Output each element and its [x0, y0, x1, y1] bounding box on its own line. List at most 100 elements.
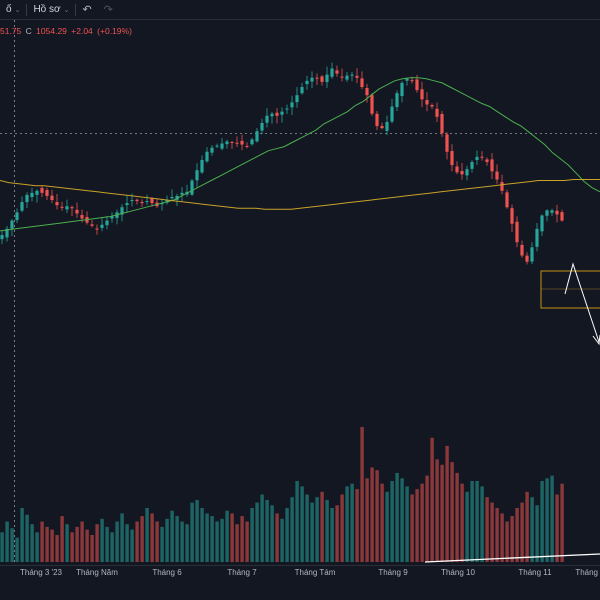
redo-icon: ↷	[103, 4, 113, 16]
candle	[365, 83, 369, 103]
volume-bar	[370, 467, 374, 562]
projection-arrow[interactable]	[564, 262, 600, 343]
volume-bar	[385, 491, 389, 562]
volume-bar	[175, 516, 179, 562]
volume-bar	[195, 499, 199, 562]
volume-bar	[355, 489, 359, 562]
candle	[395, 90, 399, 111]
volume-bar	[150, 513, 154, 562]
volume-bar	[40, 521, 44, 562]
volume-bar	[85, 529, 89, 562]
volume-bar	[410, 494, 414, 562]
volume-bar	[285, 508, 289, 562]
toolbar-divider	[75, 3, 77, 16]
candle	[115, 209, 119, 225]
candle	[55, 193, 59, 210]
volume-bar	[465, 491, 469, 562]
candle	[230, 140, 234, 149]
candle	[195, 163, 199, 188]
volume-bar	[225, 510, 229, 562]
volume-bar	[485, 497, 489, 562]
volume-bar	[65, 524, 69, 562]
indicators-menu[interactable]: ố ⌄	[0, 0, 26, 19]
volume-bar	[10, 528, 14, 562]
volume-bar	[435, 459, 439, 562]
volume-bar	[460, 483, 464, 562]
candle	[360, 71, 364, 90]
volume-bar	[20, 508, 24, 562]
profile-menu[interactable]: Hồ sơ ⌄	[27, 0, 75, 19]
candle	[300, 82, 304, 95]
volume-bar	[170, 510, 174, 562]
x-tick-label: Tháng Tám	[295, 568, 336, 577]
candle	[280, 107, 284, 123]
x-tick-label: Tháng 10	[441, 568, 475, 577]
candle	[420, 81, 424, 108]
candle	[185, 184, 189, 197]
volume-bar	[30, 524, 34, 562]
highlight-box-annotation[interactable]	[540, 270, 600, 309]
x-tick-label: Tháng 6	[152, 568, 182, 577]
candle	[520, 240, 524, 258]
candle	[100, 216, 104, 232]
undo-button[interactable]: ↶	[76, 0, 97, 19]
candle	[50, 189, 54, 204]
redo-button[interactable]: ↷	[98, 0, 119, 19]
profile-label: Hồ sơ	[33, 4, 61, 15]
candle	[555, 204, 559, 223]
candle	[465, 165, 469, 181]
candle	[190, 178, 194, 196]
volume-bar	[295, 481, 299, 562]
volume-bar	[530, 497, 534, 562]
candle	[210, 144, 214, 156]
time-axis: Tháng 3 '23 Tháng Năm Tháng 6 Tháng 7 Tháng …	[20, 568, 598, 577]
candle	[270, 111, 274, 124]
candle	[525, 252, 529, 265]
volume-bar	[260, 494, 264, 562]
volume-bar	[255, 502, 259, 562]
candle	[435, 102, 439, 123]
candle	[30, 187, 34, 202]
candle	[120, 204, 124, 222]
candle	[40, 186, 44, 198]
volume-bar	[100, 518, 104, 562]
candle	[220, 138, 224, 151]
volume-bar	[550, 475, 554, 562]
ohlc-legend: 51.75 C 1054.29 +2.04 (+0.19%)	[0, 26, 134, 36]
candle	[260, 118, 264, 135]
volume-bar	[425, 475, 429, 562]
volume-bar	[95, 524, 99, 562]
projection-arrow-head	[592, 334, 600, 346]
volume-bar	[520, 502, 524, 562]
candle	[385, 115, 389, 136]
candle	[335, 65, 339, 77]
candle	[215, 143, 219, 149]
volume-bar	[415, 489, 419, 562]
candle	[455, 161, 459, 175]
volume-bar	[470, 481, 474, 562]
trend-line[interactable]	[424, 553, 600, 563]
candle	[375, 110, 379, 130]
volume-bar	[480, 486, 484, 562]
volume-bar	[270, 505, 274, 562]
volume-bar	[235, 524, 239, 562]
candle	[390, 99, 394, 124]
chevron-down-icon: ⌄	[63, 6, 70, 14]
volume-bar	[540, 481, 544, 562]
candle	[65, 199, 69, 213]
candle	[85, 211, 89, 225]
volume-bar	[5, 521, 9, 562]
candle	[240, 134, 244, 151]
candle	[560, 209, 564, 222]
volume-bar	[375, 470, 379, 562]
candle	[425, 92, 429, 112]
volume-bar	[515, 508, 519, 562]
moving-averages	[0, 77, 600, 232]
volume-bar	[200, 508, 204, 562]
moving-average-line	[0, 179, 600, 210]
volume-bar	[535, 505, 539, 562]
candle	[225, 139, 229, 149]
candle	[170, 189, 174, 202]
volume-bar	[240, 516, 244, 562]
